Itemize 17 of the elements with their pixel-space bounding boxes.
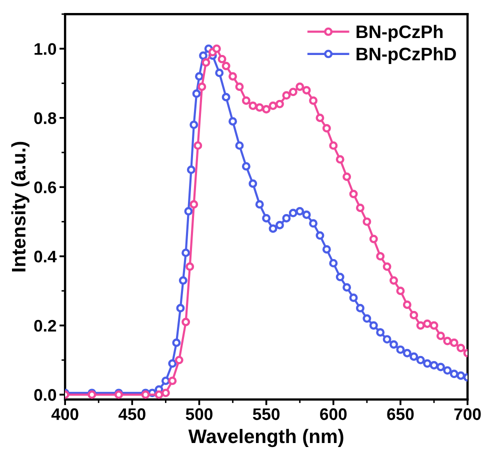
legend-label: BN-pCzPhD bbox=[356, 47, 456, 64]
y-tick-label: 0.0 bbox=[34, 389, 56, 401]
y-tick-label: 0.2 bbox=[34, 320, 56, 332]
y-tick-label: 1.0 bbox=[34, 43, 56, 55]
x-tick-label: 400 bbox=[51, 408, 78, 420]
x-axis-title: Wavelength (nm) bbox=[188, 428, 344, 448]
y-tick-label: 0.8 bbox=[34, 112, 56, 124]
y-tick-label: 0.4 bbox=[34, 250, 57, 262]
y-tick-label: 0.6 bbox=[34, 181, 56, 194]
x-tick-label: 650 bbox=[387, 408, 414, 420]
x-tick-label: 700 bbox=[454, 408, 481, 420]
x-tick-label: 550 bbox=[252, 408, 280, 420]
x-tick-label: 500 bbox=[186, 408, 212, 420]
x-tick-label: 600 bbox=[320, 408, 347, 420]
legend-label: BN-pCzPh bbox=[356, 24, 443, 42]
x-tick-label: 450 bbox=[118, 408, 146, 420]
y-axis-title: Intensity (a.u.) bbox=[11, 142, 30, 272]
